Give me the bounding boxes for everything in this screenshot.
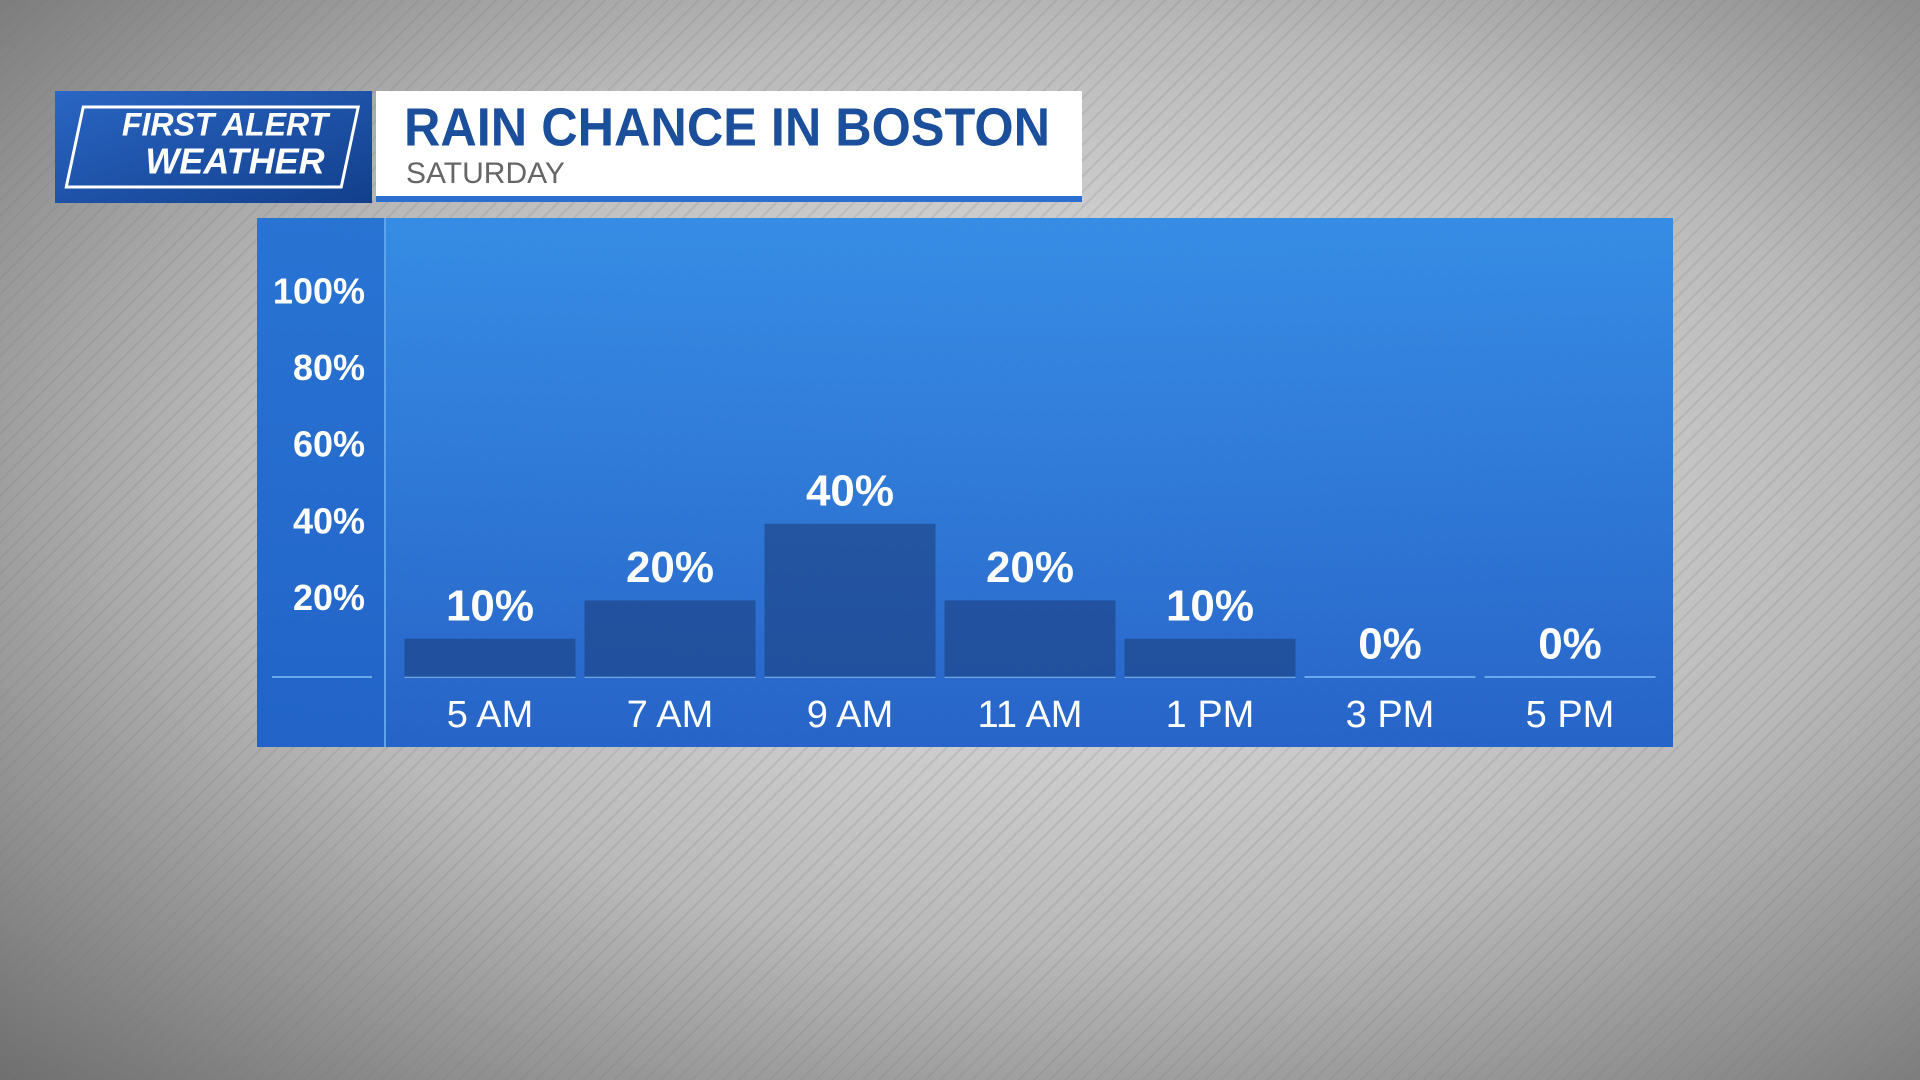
bar — [584, 600, 756, 677]
y-tick-label: 80% — [293, 347, 365, 388]
brand-line: WEATHER — [145, 141, 324, 182]
value-label: 10% — [1166, 581, 1254, 630]
bar — [1124, 638, 1296, 677]
y-tick-label: 40% — [293, 500, 365, 541]
value-label: 40% — [806, 466, 894, 515]
logo-box — [55, 91, 372, 203]
x-tick-label: 7 AM — [627, 694, 714, 736]
chart-title: RAIN CHANCE IN BOSTON — [404, 97, 1050, 157]
x-tick-label: 11 AM — [978, 694, 1083, 736]
title-box — [376, 91, 1082, 202]
axis-strip — [257, 218, 385, 747]
chart-subtitle: SATURDAY — [406, 157, 565, 190]
x-tick-label: 1 PM — [1166, 694, 1255, 736]
logo-frame — [64, 105, 361, 189]
value-label: 0% — [1358, 620, 1422, 669]
value-label: 0% — [1538, 620, 1602, 669]
brand-line: FIRST ALERT — [122, 106, 331, 142]
x-tick-label: 5 AM — [447, 694, 534, 736]
bar — [764, 523, 936, 677]
x-tick-label: 5 PM — [1526, 694, 1615, 736]
y-tick-label: 20% — [293, 577, 365, 618]
x-tick-label: 3 PM — [1346, 694, 1435, 736]
y-tick-label: 100% — [273, 271, 365, 312]
value-label: 20% — [626, 543, 714, 592]
title-underline — [376, 196, 1082, 202]
bar — [944, 600, 1116, 677]
value-label: 10% — [446, 581, 534, 630]
y-tick-label: 60% — [293, 424, 365, 465]
bar — [404, 638, 576, 677]
x-tick-label: 9 AM — [807, 694, 894, 736]
value-label: 20% — [986, 543, 1074, 592]
